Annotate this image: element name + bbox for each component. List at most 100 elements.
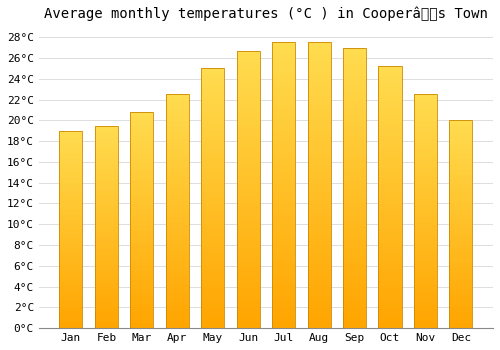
Bar bbox=[236, 210, 260, 214]
Bar bbox=[414, 252, 437, 255]
Bar bbox=[201, 104, 224, 107]
Bar bbox=[272, 307, 295, 310]
Bar bbox=[272, 239, 295, 243]
Bar bbox=[308, 64, 330, 68]
Bar bbox=[236, 103, 260, 106]
Bar bbox=[414, 264, 437, 267]
Bar bbox=[378, 230, 402, 233]
Bar bbox=[130, 147, 154, 150]
Bar bbox=[308, 89, 330, 92]
Bar bbox=[414, 144, 437, 147]
Bar bbox=[378, 92, 402, 96]
Bar bbox=[414, 229, 437, 232]
Bar bbox=[236, 172, 260, 176]
Bar bbox=[130, 269, 154, 272]
Bar bbox=[272, 217, 295, 221]
Bar bbox=[450, 302, 472, 305]
Bar bbox=[130, 274, 154, 277]
Bar bbox=[236, 186, 260, 189]
Bar bbox=[308, 85, 330, 89]
Bar bbox=[201, 302, 224, 306]
Bar bbox=[60, 210, 82, 212]
Bar bbox=[166, 144, 189, 147]
Bar bbox=[60, 183, 82, 185]
Bar bbox=[414, 314, 437, 316]
Bar bbox=[236, 117, 260, 120]
Bar bbox=[450, 279, 472, 281]
Bar bbox=[201, 146, 224, 149]
Bar bbox=[95, 191, 118, 194]
Bar bbox=[95, 153, 118, 156]
Bar bbox=[166, 109, 189, 112]
Bar bbox=[272, 317, 295, 321]
Bar bbox=[343, 139, 366, 142]
Bar bbox=[308, 153, 330, 157]
Bar bbox=[130, 212, 154, 215]
Bar bbox=[236, 234, 260, 238]
Bar bbox=[166, 185, 189, 188]
Bar bbox=[95, 209, 118, 212]
Bar bbox=[201, 247, 224, 250]
Bar bbox=[95, 126, 118, 128]
Bar bbox=[272, 278, 295, 282]
Bar bbox=[95, 257, 118, 260]
Bar bbox=[272, 193, 295, 196]
Bar bbox=[414, 147, 437, 150]
Bar bbox=[343, 275, 366, 279]
Bar bbox=[236, 127, 260, 131]
Bar bbox=[95, 267, 118, 270]
Bar bbox=[95, 179, 118, 181]
Bar bbox=[130, 177, 154, 180]
Bar bbox=[236, 131, 260, 134]
Bar bbox=[343, 233, 366, 237]
Bar bbox=[201, 250, 224, 253]
Bar bbox=[272, 117, 295, 121]
Bar bbox=[60, 222, 82, 224]
Bar bbox=[95, 214, 118, 217]
Bar bbox=[95, 194, 118, 196]
Bar bbox=[130, 315, 154, 317]
Bar bbox=[60, 301, 82, 303]
Bar bbox=[236, 158, 260, 162]
Bar bbox=[95, 166, 118, 169]
Bar bbox=[201, 75, 224, 78]
Bar bbox=[95, 174, 118, 176]
Bar bbox=[60, 252, 82, 254]
Bar bbox=[95, 227, 118, 229]
Bar bbox=[166, 293, 189, 296]
Bar bbox=[95, 222, 118, 224]
Bar bbox=[343, 265, 366, 268]
Bar bbox=[166, 322, 189, 325]
Bar bbox=[201, 263, 224, 266]
Bar bbox=[378, 66, 402, 70]
Bar bbox=[343, 254, 366, 258]
Bar bbox=[130, 201, 154, 204]
Bar bbox=[450, 240, 472, 243]
Bar bbox=[166, 156, 189, 159]
Bar bbox=[166, 159, 189, 162]
Bar bbox=[201, 133, 224, 136]
Bar bbox=[236, 273, 260, 276]
Bar bbox=[343, 163, 366, 167]
Bar bbox=[343, 212, 366, 216]
Bar bbox=[95, 148, 118, 151]
Bar bbox=[343, 104, 366, 107]
Bar bbox=[166, 255, 189, 258]
Bar bbox=[201, 153, 224, 156]
Bar bbox=[201, 312, 224, 315]
Bar bbox=[236, 224, 260, 228]
Bar bbox=[450, 139, 472, 141]
Bar bbox=[450, 214, 472, 216]
Bar bbox=[201, 208, 224, 211]
Bar bbox=[60, 173, 82, 175]
Bar bbox=[378, 96, 402, 99]
Bar bbox=[378, 142, 402, 145]
Bar bbox=[378, 240, 402, 243]
Bar bbox=[378, 295, 402, 299]
Bar bbox=[95, 306, 118, 308]
Bar bbox=[414, 316, 437, 320]
Bar bbox=[272, 46, 295, 49]
Bar bbox=[201, 140, 224, 143]
Bar bbox=[201, 224, 224, 228]
Bar bbox=[343, 226, 366, 230]
